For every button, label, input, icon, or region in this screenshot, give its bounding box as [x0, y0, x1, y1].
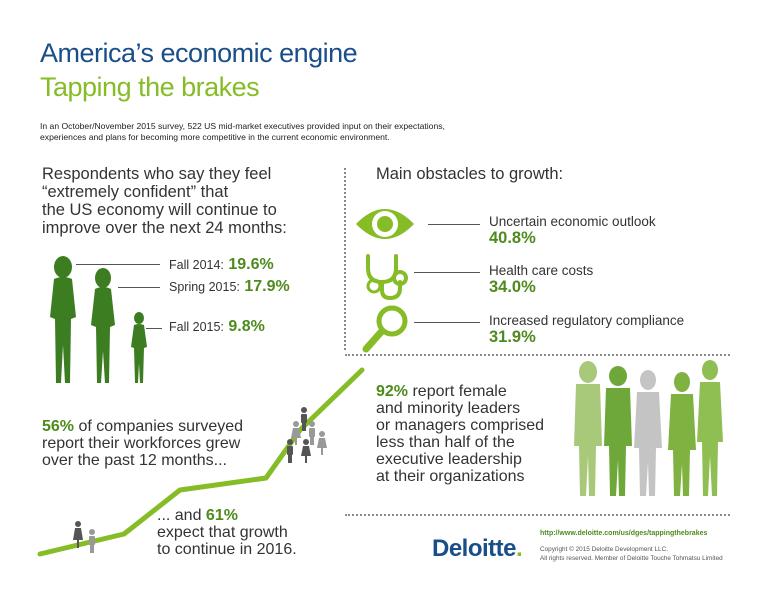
person-icon: [287, 439, 293, 463]
page-title: America’s economic engine: [40, 38, 358, 68]
confidence-item-fall-2014: Fall 2014: 19.6%: [169, 256, 274, 273]
leader-line: [428, 224, 480, 225]
leader-line: [76, 264, 160, 265]
magnifier-icon: [362, 305, 408, 353]
eye-icon: [356, 209, 414, 239]
woman-figure-medium: [91, 268, 115, 383]
leader-line: [146, 328, 162, 329]
person-icon: [73, 521, 83, 548]
leader-line: [118, 287, 160, 288]
person-figure: [604, 366, 632, 496]
person-icon: [291, 421, 301, 445]
growth-line-graphic: [37, 367, 365, 557]
person-icon: [301, 439, 311, 463]
page-subtitle: Tapping the brakes: [40, 72, 260, 102]
confidence-heading: Respondents who say they feel “extremely…: [42, 165, 287, 237]
obstacles-heading: Main obstacles to growth:: [376, 165, 564, 183]
woman-figure-small: [131, 312, 147, 383]
person-icon: [301, 407, 307, 431]
obstacle-item-economic-outlook: Uncertain economic outlook 40.8%: [489, 214, 656, 247]
confidence-item-spring-2015: Spring 2015: 17.9%: [169, 278, 290, 295]
intro-text: In an October/November 2015 survey, 522 …: [40, 121, 445, 142]
expect-text: ... and 61% expect that growth to contin…: [157, 507, 297, 558]
person-icon: [309, 421, 315, 445]
workforce-text: 56% of companies surveyed report their w…: [42, 418, 244, 469]
person-figure: [697, 360, 723, 496]
source-link[interactable]: http://www.deloitte.com/us/dges/tappingt…: [540, 530, 708, 537]
leader-line: [414, 322, 480, 323]
person-icon: [89, 529, 95, 553]
confidence-item-fall-2015: Fall 2015: 9.8%: [169, 318, 265, 335]
obstacle-item-regulatory: Increased regulatory compliance 31.9%: [489, 313, 685, 346]
deloitte-logo: Deloitte.: [432, 535, 523, 562]
person-figure: [634, 370, 662, 496]
diversity-text: 92% report female and minority leaders o…: [376, 383, 545, 485]
horizontal-divider: [345, 514, 730, 516]
leader-line: [414, 272, 480, 273]
horizontal-divider: [345, 354, 730, 356]
person-icon: [317, 431, 327, 455]
person-figure: [668, 372, 696, 496]
vertical-divider: [344, 168, 346, 350]
obstacle-item-health-care: Health care costs 34.0%: [489, 263, 594, 296]
copyright-text: Copyright © 2015 Deloitte Development LL…: [540, 546, 723, 562]
leaders-figures: [574, 360, 723, 496]
stethoscope-icon: [366, 254, 408, 301]
woman-figure-large: [50, 256, 76, 383]
person-figure: [574, 361, 602, 496]
confidence-figures: [50, 256, 147, 383]
